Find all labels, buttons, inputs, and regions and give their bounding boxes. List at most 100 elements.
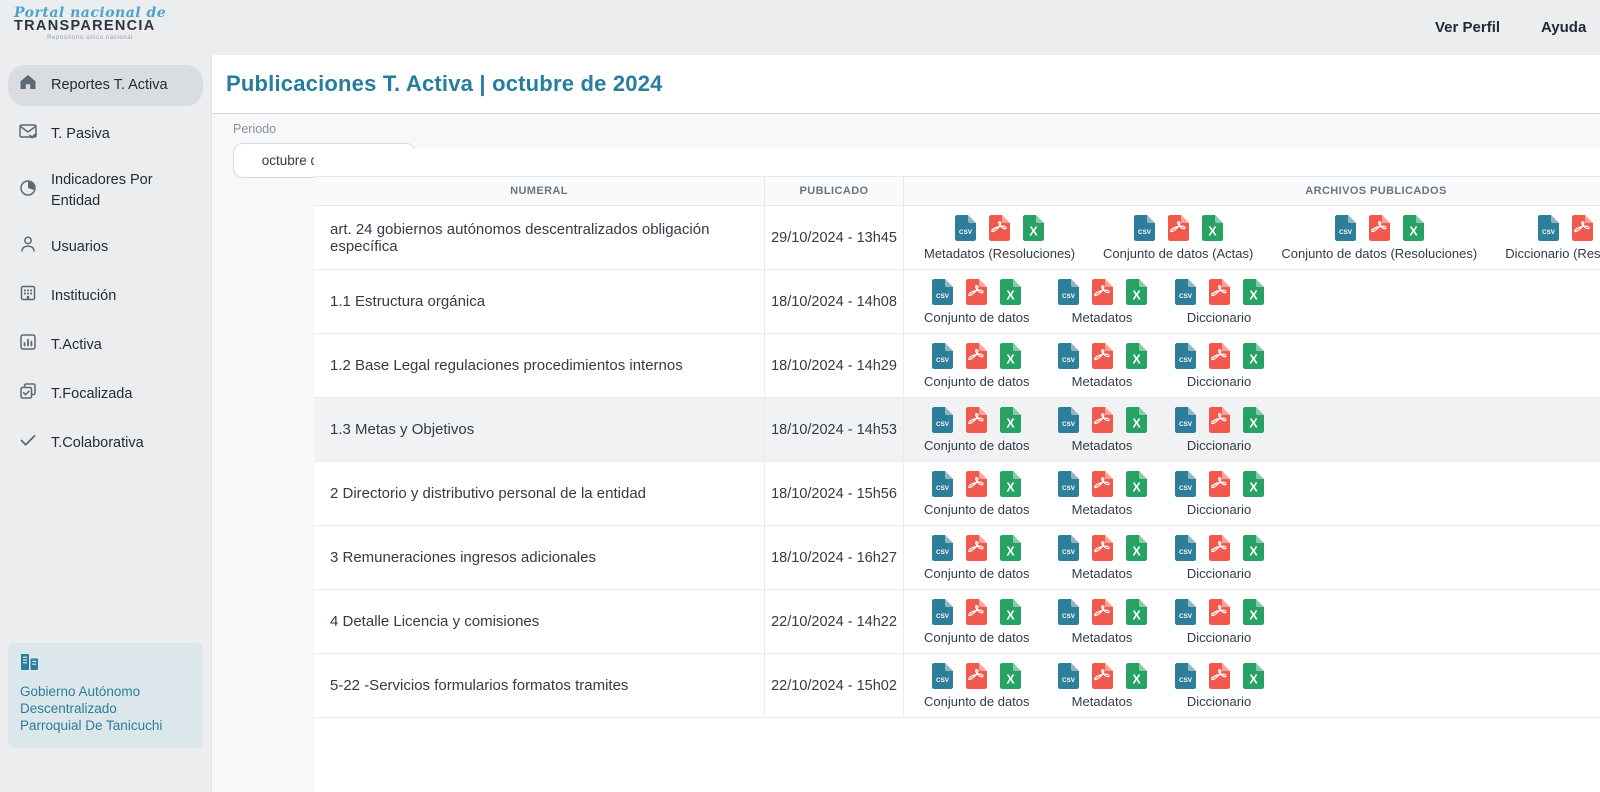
pdf-file-icon[interactable]	[1572, 215, 1593, 241]
sidebar-item-indicadores-por-entidad[interactable]: Indicadores Por Entidad	[8, 163, 203, 219]
pdf-file-icon[interactable]	[1209, 599, 1230, 625]
sidebar-item-t-pasiva[interactable]: T. Pasiva	[8, 114, 203, 155]
file-icons: CSV X	[1058, 407, 1147, 433]
csv-file-icon[interactable]: CSV	[932, 535, 953, 561]
xls-file-icon[interactable]: X	[1000, 407, 1021, 433]
sidebar-item-reportes-t-activa[interactable]: Reportes T. Activa	[8, 65, 203, 106]
sidebar-item-t-focalizada[interactable]: T.Focalizada	[8, 374, 203, 415]
csv-file-icon[interactable]: CSV	[1175, 663, 1196, 689]
sidebar-item-usuarios[interactable]: Usuarios	[8, 227, 203, 268]
xls-file-icon[interactable]: X	[1023, 215, 1044, 241]
csv-file-icon[interactable]: CSV	[932, 471, 953, 497]
pdf-file-icon[interactable]	[1092, 599, 1113, 625]
xls-file-icon[interactable]: X	[1243, 663, 1264, 689]
xls-file-icon[interactable]: X	[1243, 343, 1264, 369]
xls-file-icon[interactable]: X	[1202, 215, 1223, 241]
file-group: CSVXMetadatos	[1058, 279, 1147, 325]
csv-file-icon[interactable]: CSV	[1175, 599, 1196, 625]
pdf-file-icon[interactable]	[1209, 663, 1230, 689]
xls-file-icon[interactable]: X	[1126, 535, 1147, 561]
csv-file-icon[interactable]: CSV	[1538, 215, 1559, 241]
pdf-file-icon[interactable]	[1092, 279, 1113, 305]
file-icons: CSV X	[1175, 663, 1264, 689]
xls-file-icon[interactable]: X	[1000, 599, 1021, 625]
pdf-file-icon[interactable]	[966, 407, 987, 433]
pdf-file-icon[interactable]	[1168, 215, 1189, 241]
csv-file-icon[interactable]: CSV	[932, 407, 953, 433]
csv-file-icon[interactable]: CSV	[1058, 599, 1079, 625]
xls-file-icon[interactable]: X	[1000, 663, 1021, 689]
portal-logo[interactable]: Portal nacional de TRANSPARENCIA Reposit…	[14, 6, 166, 41]
csv-file-icon[interactable]: CSV	[932, 599, 953, 625]
pdf-file-icon[interactable]	[966, 343, 987, 369]
pdf-file-icon[interactable]	[989, 215, 1010, 241]
svg-text:CSV: CSV	[1062, 484, 1076, 491]
svg-text:CSV: CSV	[1138, 228, 1152, 235]
view-profile-link[interactable]: Ver Perfil	[1435, 19, 1500, 36]
pdf-file-icon[interactable]	[1209, 471, 1230, 497]
archivos-cell: CSVXConjunto de datosCSVXMetadatosCSVXDi…	[904, 654, 1600, 717]
pdf-file-icon[interactable]	[966, 279, 987, 305]
xls-file-icon[interactable]: X	[1126, 279, 1147, 305]
file-icons: CSV X	[932, 343, 1021, 369]
csv-file-icon[interactable]: CSV	[932, 663, 953, 689]
xls-file-icon[interactable]: X	[1243, 407, 1264, 433]
numeral-cell: 3 Remuneraciones ingresos adicionales	[314, 526, 764, 589]
csv-file-icon[interactable]: CSV	[932, 343, 953, 369]
sidebar-item-institucion[interactable]: Institución	[8, 276, 203, 317]
xls-file-icon[interactable]: X	[1000, 471, 1021, 497]
csv-file-icon[interactable]: CSV	[1134, 215, 1155, 241]
pdf-file-icon[interactable]	[1092, 407, 1113, 433]
xls-file-icon[interactable]: X	[1243, 279, 1264, 305]
csv-file-icon[interactable]: CSV	[1058, 663, 1079, 689]
entity-card[interactable]: Gobierno Autónomo Descentralizado Parroq…	[8, 643, 203, 748]
file-group: CSVXMetadatos (Resoluciones)	[924, 215, 1075, 261]
pdf-file-icon[interactable]	[1209, 343, 1230, 369]
xls-file-icon[interactable]: X	[1000, 279, 1021, 305]
xls-file-icon[interactable]: X	[1126, 471, 1147, 497]
csv-file-icon[interactable]: CSV	[932, 279, 953, 305]
xls-file-icon[interactable]: X	[1126, 343, 1147, 369]
xls-file-icon[interactable]: X	[1243, 535, 1264, 561]
csv-file-icon[interactable]: CSV	[1058, 535, 1079, 561]
pdf-file-icon[interactable]	[966, 535, 987, 561]
xls-file-icon[interactable]: X	[1126, 599, 1147, 625]
csv-file-icon[interactable]: CSV	[1175, 471, 1196, 497]
sidebar: Reportes T. Activa T. Pasiva Indicadores…	[0, 55, 212, 792]
xls-file-icon[interactable]: X	[1243, 471, 1264, 497]
csv-file-icon[interactable]: CSV	[1058, 407, 1079, 433]
help-link[interactable]: Ayuda	[1541, 19, 1586, 36]
sidebar-item-t-activa[interactable]: T.Activa	[8, 325, 203, 366]
svg-text:CSV: CSV	[1179, 292, 1193, 299]
csv-file-icon[interactable]: CSV	[1335, 215, 1356, 241]
csv-file-icon[interactable]: CSV	[955, 215, 976, 241]
xls-file-icon[interactable]: X	[1000, 343, 1021, 369]
csv-file-icon[interactable]: CSV	[1058, 279, 1079, 305]
xls-file-icon[interactable]: X	[1243, 599, 1264, 625]
sidebar-item-t-colaborativa[interactable]: T.Colaborativa	[8, 423, 203, 464]
pdf-file-icon[interactable]	[1092, 535, 1113, 561]
svg-text:X: X	[1007, 416, 1016, 430]
xls-file-icon[interactable]: X	[1126, 407, 1147, 433]
csv-file-icon[interactable]: CSV	[1175, 279, 1196, 305]
xls-file-icon[interactable]: X	[1403, 215, 1424, 241]
pdf-file-icon[interactable]	[1369, 215, 1390, 241]
sidebar-item-label: T.Colaborativa	[51, 433, 144, 454]
xls-file-icon[interactable]: X	[1000, 535, 1021, 561]
csv-file-icon[interactable]: CSV	[1175, 407, 1196, 433]
pdf-file-icon[interactable]	[1092, 663, 1113, 689]
pdf-file-icon[interactable]	[966, 663, 987, 689]
csv-file-icon[interactable]: CSV	[1175, 343, 1196, 369]
csv-file-icon[interactable]: CSV	[1175, 535, 1196, 561]
pdf-file-icon[interactable]	[1092, 343, 1113, 369]
pdf-file-icon[interactable]	[1209, 407, 1230, 433]
csv-file-icon[interactable]: CSV	[1058, 471, 1079, 497]
pdf-file-icon[interactable]	[966, 599, 987, 625]
period-label: Periodo	[233, 122, 1600, 136]
pdf-file-icon[interactable]	[1209, 279, 1230, 305]
pdf-file-icon[interactable]	[966, 471, 987, 497]
csv-file-icon[interactable]: CSV	[1058, 343, 1079, 369]
pdf-file-icon[interactable]	[1092, 471, 1113, 497]
xls-file-icon[interactable]: X	[1126, 663, 1147, 689]
pdf-file-icon[interactable]	[1209, 535, 1230, 561]
